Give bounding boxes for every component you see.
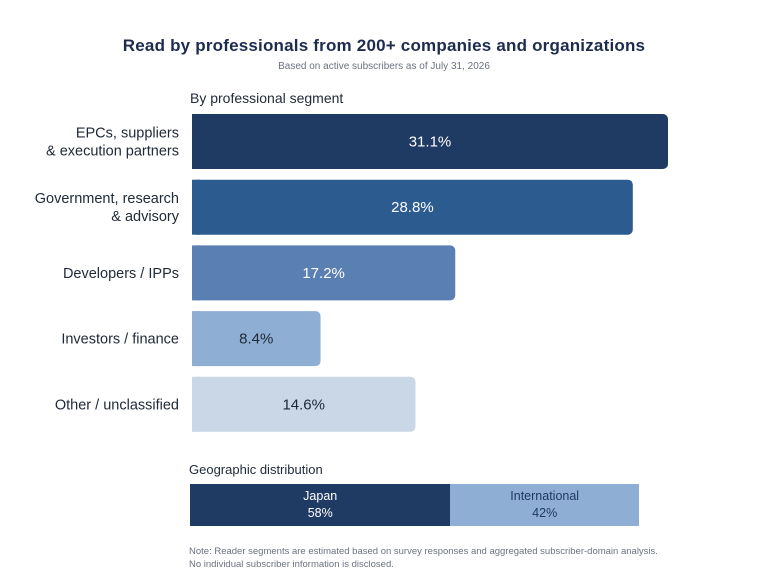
- segment-bar-1: [192, 179, 633, 235]
- footnote-line-2: No individual subscriber information is …: [189, 559, 394, 570]
- geo-segment-value-0: 58%: [307, 506, 333, 520]
- geo-segment-japan: Japan 58%: [190, 484, 451, 526]
- segment-category-label-0-1: & execution partners: [46, 144, 179, 160]
- geo-segment-name-0: Japan: [303, 489, 338, 503]
- segment-bar-3: [192, 311, 321, 367]
- segment-category-label-4-0: Other / unclassified: [55, 397, 179, 413]
- segment-bar-edge-0: [192, 114, 200, 169]
- segment-value-label-0: 31.1%: [409, 134, 452, 151]
- segment-value-label-4: 14.6%: [282, 396, 325, 413]
- chart-subtitle: Based on active subscribers as of July 3…: [278, 61, 490, 72]
- geo-segment-value-1: 42%: [532, 506, 558, 520]
- segment-category-label-2-0: Developers / IPPs: [63, 266, 179, 282]
- segment-bar-chart: 31.1% EPCs, suppliers & execution partners…: [35, 114, 668, 432]
- footnote: Note: Reader segments are estimated base…: [189, 545, 658, 571]
- segment-bar-edge-1: [192, 179, 200, 235]
- segment-value-label-2: 17.2%: [302, 265, 345, 282]
- segment-bar-edge-4: [192, 376, 200, 432]
- segment-bar-4: [192, 376, 416, 432]
- segment-category-label-1-0: Government, research: [35, 191, 179, 207]
- segment-bar-edge-3: [192, 311, 200, 367]
- segment-section-label: By professional segment: [190, 90, 344, 106]
- footnote-line-1: Note: Reader segments are estimated base…: [189, 546, 658, 557]
- geo-stacked-bar: Japan 58% International 42%: [190, 484, 639, 526]
- segment-bar-edge-2: [192, 245, 200, 301]
- segment-value-label-1: 28.8%: [391, 199, 434, 216]
- segment-category-label-3-0: Investors / finance: [61, 332, 179, 348]
- chart-title: Read by professionals from 200+ companie…: [122, 36, 646, 55]
- segment-category-label-0-0: EPCs, suppliers: [76, 126, 179, 142]
- segment-bar-0: [192, 114, 668, 169]
- segment-bar-2: [192, 245, 456, 301]
- segment-value-label-3: 8.4%: [239, 331, 273, 348]
- geo-segment-name-1: International: [510, 489, 580, 503]
- geo-segment-international: International 42%: [450, 484, 639, 526]
- segment-category-label-1-1: & advisory: [111, 209, 179, 225]
- geo-section-label: Geographic distribution: [189, 462, 323, 477]
